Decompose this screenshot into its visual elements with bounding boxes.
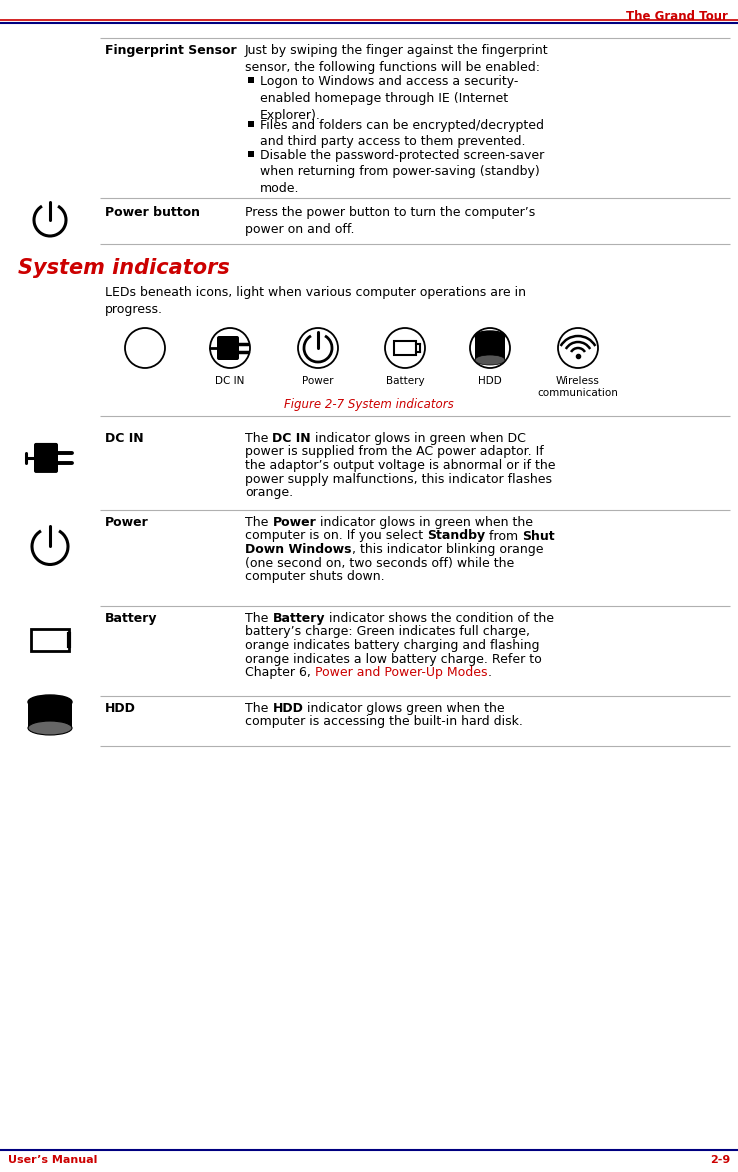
Text: Just by swiping the finger against the fingerprint
sensor, the following functio: Just by swiping the finger against the f… (245, 45, 548, 74)
Text: indicator shows the condition of the: indicator shows the condition of the (325, 612, 554, 625)
Text: Power and Power-Up Modes: Power and Power-Up Modes (315, 666, 487, 679)
Text: Wireless
communication: Wireless communication (537, 376, 618, 398)
Text: Files and folders can be encrypted/decrypted
and third party access to them prev: Files and folders can be encrypted/decry… (260, 118, 544, 149)
Text: power supply malfunctions, this indicator flashes: power supply malfunctions, this indicato… (245, 472, 552, 485)
Ellipse shape (475, 355, 505, 364)
Bar (248, 121, 254, 127)
Text: Battery: Battery (386, 376, 424, 386)
Text: Press the power button to turn the computer’s
power on and off.: Press the power button to turn the compu… (245, 206, 535, 236)
Text: power is supplied from the AC power adaptor. If: power is supplied from the AC power adap… (245, 445, 544, 458)
Text: Down Windows: Down Windows (245, 543, 351, 556)
Text: HDD: HDD (105, 702, 136, 715)
Ellipse shape (475, 331, 505, 341)
Text: The: The (245, 516, 272, 529)
Text: LEDs beneath icons, light when various computer operations are in
progress.: LEDs beneath icons, light when various c… (105, 286, 526, 316)
Text: Shut: Shut (523, 530, 555, 543)
Text: orange indicates battery charging and flashing: orange indicates battery charging and fl… (245, 639, 539, 652)
Text: Standby: Standby (427, 530, 486, 543)
FancyBboxPatch shape (34, 443, 58, 473)
Text: System indicators: System indicators (18, 258, 230, 278)
Bar (475, 336, 505, 360)
Text: The: The (245, 612, 272, 625)
Text: Power: Power (303, 376, 334, 386)
Text: the adaptor’s output voltage is abnormal or if the: the adaptor’s output voltage is abnormal… (245, 459, 556, 472)
Text: DC IN: DC IN (215, 376, 245, 386)
Bar (394, 341, 416, 355)
Text: DC IN: DC IN (105, 432, 144, 445)
Text: DC IN: DC IN (272, 432, 311, 445)
Text: .: . (487, 666, 492, 679)
Text: indicator glows in green when DC: indicator glows in green when DC (311, 432, 526, 445)
Text: computer shuts down.: computer shuts down. (245, 570, 384, 582)
Text: Battery: Battery (105, 612, 157, 625)
Text: , this indicator blinking orange: , this indicator blinking orange (351, 543, 543, 556)
Ellipse shape (28, 695, 72, 709)
Bar (248, 77, 254, 83)
Text: indicator glows in green when the: indicator glows in green when the (316, 516, 533, 529)
Text: computer is on. If you select: computer is on. If you select (245, 530, 427, 543)
Text: Chapter 6,: Chapter 6, (245, 666, 315, 679)
Text: orange.: orange. (245, 486, 293, 499)
Text: indicator glows green when the: indicator glows green when the (303, 702, 505, 715)
Text: HDD: HDD (478, 376, 502, 386)
Text: Fingerprint Sensor: Fingerprint Sensor (105, 45, 237, 57)
Text: computer is accessing the built-in hard disk.: computer is accessing the built-in hard … (245, 715, 523, 729)
Text: orange indicates a low battery charge. Refer to: orange indicates a low battery charge. R… (245, 653, 542, 666)
Text: The: The (245, 432, 272, 445)
Ellipse shape (28, 721, 72, 735)
Text: Power: Power (105, 516, 149, 529)
Text: The Grand Tour: The Grand Tour (626, 11, 728, 23)
FancyBboxPatch shape (217, 336, 239, 360)
Text: User’s Manual: User’s Manual (8, 1154, 97, 1165)
Text: Battery: Battery (272, 612, 325, 625)
Text: (one second on, two seconds off) while the: (one second on, two seconds off) while t… (245, 557, 514, 570)
Text: Power: Power (272, 516, 316, 529)
Text: Figure 2-7 System indicators: Figure 2-7 System indicators (284, 398, 454, 411)
Text: The: The (245, 702, 272, 715)
Bar (248, 150, 254, 157)
Text: Logon to Windows and access a security-
enabled homepage through IE (Internet
Ex: Logon to Windows and access a security- … (260, 75, 518, 122)
Text: battery’s charge: Green indicates full charge,: battery’s charge: Green indicates full c… (245, 626, 530, 639)
Text: 2-9: 2-9 (710, 1154, 730, 1165)
Text: Power button: Power button (105, 206, 200, 219)
Text: from: from (486, 530, 523, 543)
Bar (28, 702, 72, 728)
Text: Disable the password-protected screen-saver
when returning from power-saving (st: Disable the password-protected screen-sa… (260, 149, 544, 196)
Bar (31, 629, 69, 652)
Text: HDD: HDD (272, 702, 303, 715)
